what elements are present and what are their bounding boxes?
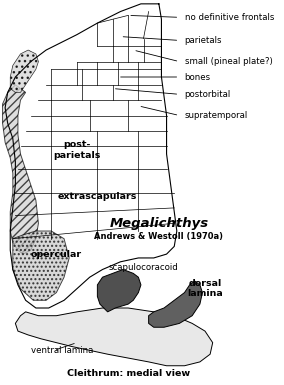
- Text: bones: bones: [185, 72, 211, 82]
- Text: supratemporal: supratemporal: [185, 111, 248, 120]
- Text: Megalichthys: Megalichthys: [109, 217, 208, 230]
- Text: no definitive frontals: no definitive frontals: [185, 13, 274, 22]
- Polygon shape: [10, 50, 38, 92]
- Text: post-
parietals: post- parietals: [53, 141, 101, 160]
- Text: opercular: opercular: [31, 249, 82, 259]
- Text: small (pineal plate?): small (pineal plate?): [185, 57, 272, 66]
- Text: dorsal
lamina: dorsal lamina: [187, 279, 223, 298]
- Polygon shape: [149, 281, 202, 327]
- Polygon shape: [15, 308, 213, 366]
- Polygon shape: [13, 231, 69, 300]
- Text: Andrews & Westoll (1970a): Andrews & Westoll (1970a): [94, 232, 224, 241]
- Text: parietals: parietals: [185, 36, 222, 45]
- Polygon shape: [3, 85, 38, 254]
- Polygon shape: [97, 270, 141, 312]
- Text: scapulocoracoid: scapulocoracoid: [108, 263, 178, 272]
- Text: Cleithrum: medial view: Cleithrum: medial view: [66, 369, 190, 378]
- Text: extrascapulars: extrascapulars: [58, 192, 137, 201]
- Text: postorbital: postorbital: [185, 90, 231, 99]
- Text: ventral lamina: ventral lamina: [31, 346, 93, 355]
